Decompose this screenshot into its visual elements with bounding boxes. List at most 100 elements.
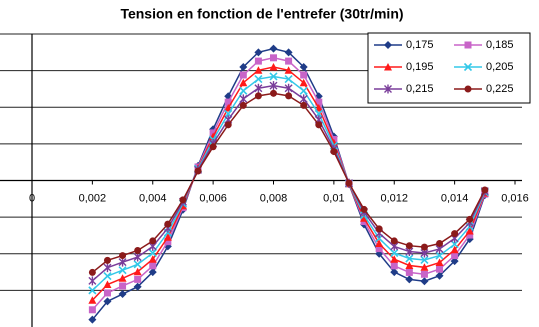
marker [88,268,96,276]
marker [134,275,142,283]
legend-label: 0,185 [486,39,514,51]
marker [435,251,444,260]
marker [88,296,97,304]
marker [118,290,127,299]
axes: 0 0,002 0,004 0,006 0,008 0,01 0,012 0,014 0,016 [0,34,529,327]
marker [450,245,459,254]
x-tick-label: 0,002 [79,192,107,204]
marker [390,268,399,277]
x-tick-label: 0,01 [323,192,344,204]
marker [390,237,398,245]
marker [299,86,308,95]
marker [239,78,248,87]
marker [315,121,323,129]
marker [133,260,142,269]
marker [451,252,459,260]
marker [254,48,263,57]
marker [103,280,112,289]
marker [435,271,444,280]
series [88,44,489,324]
marker [103,272,112,281]
marker [436,239,444,247]
marker [119,252,127,260]
marker [481,186,489,194]
marker [384,63,392,71]
marker [164,220,172,228]
marker [88,286,97,295]
marker [420,270,428,278]
marker [360,214,369,222]
marker [405,254,414,263]
marker [436,265,444,273]
marker [390,248,399,258]
marker [239,94,248,104]
marker [384,41,392,49]
marker [405,268,413,276]
marker [464,85,472,93]
marker [239,86,248,95]
marker [420,277,429,286]
marker [360,205,368,213]
marker [465,227,474,235]
marker [119,282,127,290]
marker [88,306,96,314]
marker [420,255,429,265]
marker [103,263,112,273]
marker [163,233,172,241]
marker [209,143,217,151]
marker [254,74,263,84]
marker [451,230,459,238]
legend-label: 0,225 [486,83,514,95]
marker [450,240,459,249]
marker [299,94,308,104]
marker [420,243,428,251]
marker [330,148,338,156]
marker [133,267,142,276]
marker [384,84,392,94]
marker [285,92,293,100]
marker [375,239,384,247]
marker [239,71,247,79]
marker [390,255,399,263]
marker [103,289,111,297]
marker [194,167,202,175]
marker [254,66,263,74]
marker [390,262,398,270]
chart-title: Tension en fonction de l'entrefer (30tr/… [120,6,403,22]
x-tick-label: 0,008 [260,192,288,204]
marker [239,101,247,109]
x-tick-label: 0 [29,192,35,204]
marker [118,274,127,282]
marker [269,81,278,91]
marker [284,48,293,57]
marker [466,231,474,239]
marker [270,89,277,97]
marker [103,256,111,264]
marker [148,268,157,277]
marker [254,92,262,100]
legend-label: 0,195 [406,61,434,73]
marker [300,71,308,79]
marker [315,98,323,106]
marker [285,57,293,65]
marker [269,44,278,53]
marker [149,262,157,270]
marker [88,315,97,324]
marker [284,83,293,93]
marker [164,238,172,246]
x-tick-label: 0,016 [501,192,529,204]
marker [254,57,262,65]
marker [284,66,293,74]
marker [149,237,157,245]
marker [148,248,157,258]
marker [300,101,308,109]
marker [269,62,278,71]
marker [134,246,142,254]
marker [405,242,413,250]
legend-label: 0,175 [406,39,434,51]
marker [405,261,414,269]
marker [375,225,383,233]
legend-label: 0,215 [406,83,434,95]
marker [118,266,127,275]
